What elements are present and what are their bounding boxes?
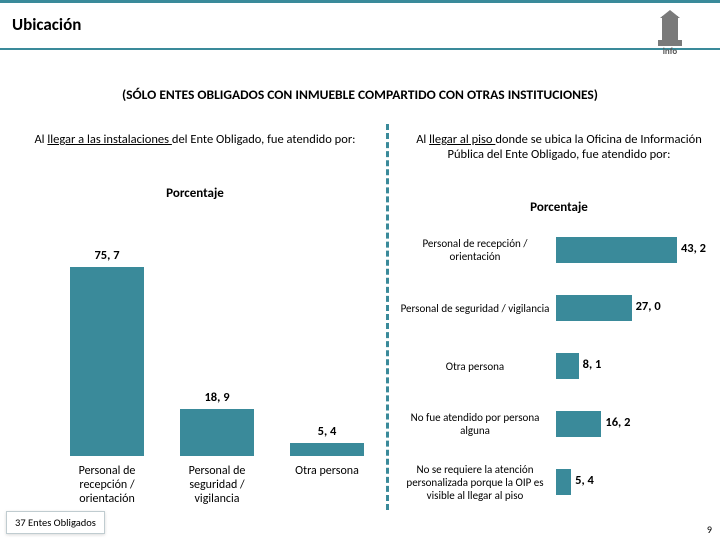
vertical-bar-category: Personal de seguridad / vigilancia xyxy=(172,464,262,506)
horizontal-bar xyxy=(556,411,601,437)
horizontal-bar-row: Personal de recepción / orientación 43, 2 xyxy=(400,228,710,272)
left-percent-label: Porcentaje xyxy=(30,186,360,201)
page-title: Ubicación xyxy=(12,14,81,35)
horizontal-bar-category: Otra persona xyxy=(400,360,556,373)
horizontal-bar-row: No fue atendido por persona alguna 16, 2 xyxy=(400,402,710,446)
horizontal-bar-value: 27, 0 xyxy=(636,299,661,314)
left-question: Al llegar a las instalaciones del Ente O… xyxy=(30,132,360,147)
vertical-bar-value: 75, 7 xyxy=(62,248,152,263)
horizontal-bar-category: No fue atendido por persona alguna xyxy=(400,411,556,437)
left-bar-chart: 75, 7Personal de recepción / orientación… xyxy=(40,206,370,456)
horizontal-bar-wrap: 5, 4 xyxy=(556,469,710,495)
horizontal-bar-wrap: 43, 2 xyxy=(556,237,710,263)
horizontal-bar-value: 43, 2 xyxy=(681,241,706,256)
horizontal-bar-wrap: 8, 1 xyxy=(556,353,710,379)
horizontal-bar-category: Personal de seguridad / vigilancia xyxy=(400,302,556,315)
vertical-bar xyxy=(70,267,144,456)
vertical-bar-category: Personal de recepción / orientación xyxy=(62,464,152,506)
page-number: 9 xyxy=(707,523,712,536)
horizontal-bar xyxy=(556,295,632,321)
horizontal-bar xyxy=(556,469,571,495)
vertical-bar-value: 18, 9 xyxy=(172,390,262,405)
left-q-pre: Al xyxy=(34,132,47,147)
horizontal-bar-category: No se requiere la atención personalizada… xyxy=(400,463,556,502)
horizontal-bar-value: 16, 2 xyxy=(605,415,630,430)
vertical-bar-category: Otra persona xyxy=(282,464,372,478)
horizontal-bar-row: Personal de seguridad / vigilancia 27, 0 xyxy=(400,286,710,330)
horizontal-bar-category: Personal de recepción / orientación xyxy=(400,237,556,263)
right-percent-label: Porcentaje xyxy=(414,200,704,215)
horizontal-bar xyxy=(556,353,579,379)
left-q-underline: llegar a las instalaciones xyxy=(47,132,171,147)
logo: info xyxy=(640,10,700,58)
divider xyxy=(386,124,389,510)
vertical-bar xyxy=(290,443,364,457)
left-q-post: del Ente Obligado, fue atendido por: xyxy=(172,132,356,147)
horizontal-bar-wrap: 16, 2 xyxy=(556,411,710,437)
horizontal-bar-row: Otra persona 8, 1 xyxy=(400,344,710,388)
horizontal-bar xyxy=(556,237,677,263)
right-bar-chart: Personal de recepción / orientación 43, 2… xyxy=(400,228,710,518)
title-bar: Ubicación xyxy=(0,0,720,50)
horizontal-bar-value: 8, 1 xyxy=(583,357,602,372)
right-q-underline: llegar al piso xyxy=(429,132,495,147)
vertical-bar xyxy=(180,409,254,456)
svg-text:info: info xyxy=(663,46,678,57)
right-q-pre: Al xyxy=(416,132,429,147)
subtitle: (SÓLO ENTES OBLIGADOS CON INMUEBLE COMPA… xyxy=(0,86,720,103)
vertical-bar-value: 5, 4 xyxy=(282,424,372,439)
footer-note: 37 Entes Obligados xyxy=(6,511,105,534)
horizontal-bar-wrap: 27, 0 xyxy=(556,295,710,321)
right-question: Al llegar al piso donde se ubica la Ofic… xyxy=(414,132,704,162)
horizontal-bar-row: No se requiere la atención personalizada… xyxy=(400,460,710,504)
horizontal-bar-value: 5, 4 xyxy=(575,473,594,488)
